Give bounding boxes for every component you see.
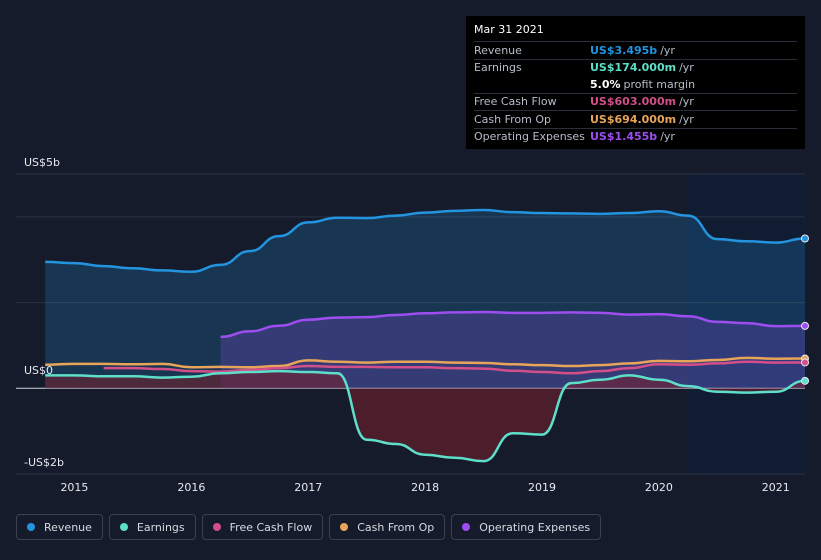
tooltip-value: 5.0%	[590, 77, 621, 91]
revenue-line	[45, 208, 806, 273]
x-tick-label: 2016	[177, 481, 205, 494]
tooltip-unit: /yr	[679, 61, 694, 75]
legend-label: Operating Expenses	[479, 520, 591, 534]
free-cash-flow-line	[103, 360, 806, 375]
legend-dot-icon	[27, 523, 35, 531]
tooltip-row: Cash From Op US$694.000m/yr	[474, 110, 797, 128]
tooltip-value: US$694.000m	[590, 112, 677, 126]
free-cash-flow-endpoint	[801, 358, 809, 367]
tooltip-row: 5.0% profit margin	[474, 76, 797, 93]
tooltip-unit: /yr	[679, 95, 694, 109]
legend-label: Cash From Op	[357, 520, 435, 534]
series-lines	[45, 208, 806, 463]
tooltip-label: Revenue	[474, 43, 522, 57]
y-label-zero: US$0	[24, 364, 53, 377]
legend-dot-icon	[119, 523, 128, 531]
legend-dot-icon	[340, 523, 349, 531]
legend: Revenue Earnings Free Cash Flow Cash From O…	[16, 514, 602, 542]
legend-label: Revenue	[44, 520, 92, 534]
legend-item-earnings[interactable]: Earnings	[108, 514, 196, 540]
series-endpoints	[801, 234, 809, 385]
y-label-top: US$5b	[24, 156, 60, 169]
tooltip-row: Operating Expenses US$1.455b/yr	[474, 127, 797, 146]
cash-from-op-line	[45, 356, 806, 369]
operating-expenses-endpoint	[801, 321, 809, 330]
earnings-line	[45, 369, 806, 463]
y-label-bottom: -US$2b	[24, 456, 64, 469]
revenue-endpoint	[801, 234, 809, 243]
tooltip-rows: Revenue US$3.495b/yr Earnings US$174.000m/y…	[474, 41, 797, 145]
x-axis-ticks: 2015 2016 2017 2018 2019 2020 2021	[60, 481, 789, 494]
legend-label: Free Cash Flow	[229, 520, 313, 534]
tooltip-unit: /yr	[660, 43, 675, 57]
tooltip-row: Free Cash Flow US$603.000m/yr	[474, 92, 797, 111]
legend-dot-icon	[462, 523, 471, 531]
tooltip-value: US$1.455b	[590, 130, 658, 144]
tooltip-label: Free Cash Flow	[474, 95, 557, 109]
operating-expenses-area	[220, 312, 806, 389]
legend-item-revenue[interactable]: Revenue	[16, 514, 103, 540]
legend-item-cash-from-op[interactable]: Cash From Op	[329, 514, 446, 540]
x-tick-label: 2018	[411, 481, 439, 494]
x-tick-label: 2017	[294, 481, 322, 494]
tooltip-unit: /yr	[679, 112, 694, 126]
x-tick-label: 2021	[762, 481, 790, 494]
earnings-area	[45, 371, 805, 462]
tooltip-label: Cash From Op	[474, 112, 552, 126]
tooltip-value: US$3.495b	[590, 43, 658, 57]
tooltip-row: Revenue US$3.495b/yr	[474, 41, 797, 59]
legend-label: Earnings	[136, 520, 185, 534]
tooltip-value: US$174.000m	[590, 61, 677, 75]
x-tick-label: 2015	[60, 481, 88, 494]
tooltip-value: US$603.000m	[590, 95, 677, 109]
legend-item-operating-expenses[interactable]: Operating Expenses	[451, 514, 602, 540]
x-tick-label: 2019	[528, 481, 556, 494]
tooltip: Mar 31 2021 Revenue US$3.495b/yr Earnings U…	[466, 16, 805, 149]
tooltip-label: Operating Expenses	[474, 130, 585, 144]
x-tick-label: 2020	[645, 481, 673, 494]
tooltip-label: Earnings	[474, 61, 522, 75]
tooltip-unit: /yr	[660, 130, 675, 144]
tooltip-date: Mar 31 2021	[474, 23, 544, 36]
operating-expenses-line	[220, 310, 806, 339]
series-areas	[45, 210, 806, 462]
tooltip-unit: profit margin	[623, 77, 696, 91]
legend-dot-icon	[212, 523, 221, 531]
revenue-area	[45, 210, 805, 389]
tooltip-row: Earnings US$174.000m/yr	[474, 58, 797, 77]
legend-item-free-cash-flow[interactable]: Free Cash Flow	[201, 514, 324, 540]
earnings-endpoint	[801, 376, 809, 385]
